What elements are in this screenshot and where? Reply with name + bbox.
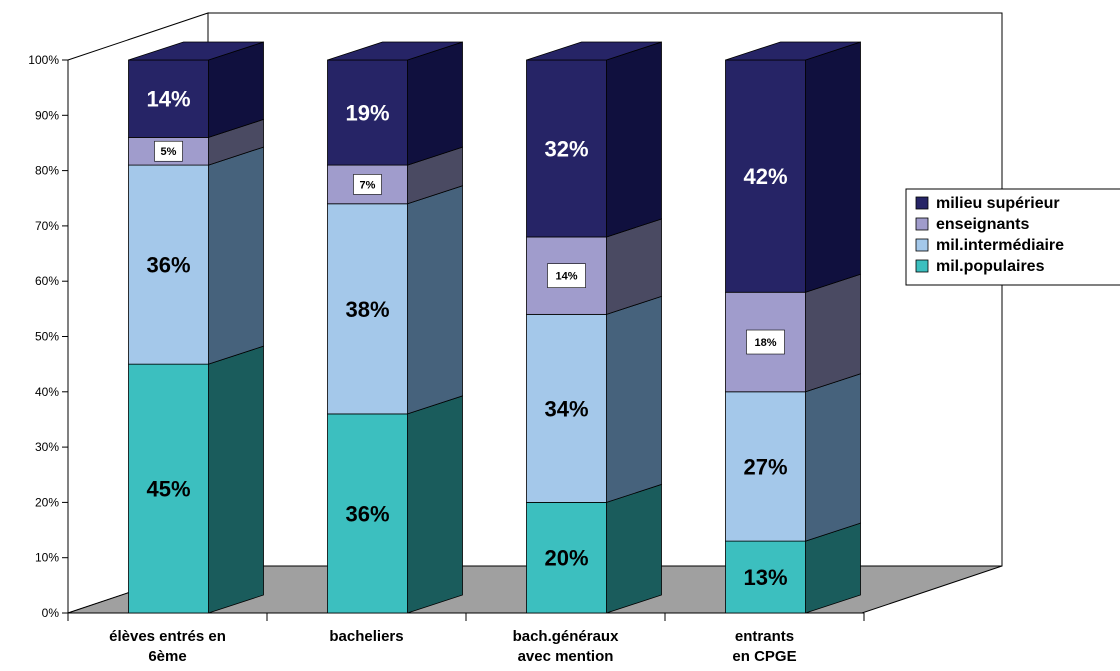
bar-side <box>606 295 662 503</box>
y-tick-label: 30% <box>35 440 59 454</box>
x-axis-labels: élèves entrés en 6ème bacheliers bach.génér… <box>109 628 796 665</box>
data-label: 42% <box>743 164 787 189</box>
legend-label: mil.populaires <box>936 258 1045 275</box>
data-label: 19% <box>345 101 389 126</box>
y-tick-label: 10% <box>35 551 59 565</box>
y-tick-label: 70% <box>35 219 59 233</box>
y-tick-label: 80% <box>35 164 59 178</box>
y-tick-label: 0% <box>42 606 60 620</box>
bar-segment <box>128 164 209 365</box>
bar-side <box>805 273 861 393</box>
bar-side <box>407 185 463 415</box>
y-tick-label: 90% <box>35 108 59 122</box>
bar-side <box>407 41 463 166</box>
legend-swatch <box>915 196 929 210</box>
bar-side <box>407 395 463 614</box>
legend-label: milieu supérieur <box>936 195 1060 212</box>
bar-side <box>606 483 662 614</box>
legend-box <box>905 188 1120 286</box>
bar-side <box>805 373 861 542</box>
bar-segment <box>128 363 209 614</box>
x-category-label: avec mention <box>518 648 614 665</box>
data-label: 36% <box>345 501 389 526</box>
data-label: 34% <box>544 396 588 421</box>
data-label-box <box>353 174 382 195</box>
bars: 45% 36% 5% 14% 36% 38% 7% 19% 20% 34% 14% 32% 13% 27%… <box>128 41 861 614</box>
bar-segment <box>526 313 607 503</box>
x-category-label: entrants <box>735 628 794 645</box>
y-tick-label: 40% <box>35 385 59 399</box>
bar-segment <box>526 501 607 614</box>
bar-segment <box>327 59 408 166</box>
data-label: 18% <box>754 337 776 349</box>
bar-segment <box>327 203 408 415</box>
bar-side <box>208 146 264 365</box>
bar-side <box>805 41 861 293</box>
bar-segment <box>725 540 806 614</box>
data-label: 32% <box>544 136 588 161</box>
data-label-box <box>154 140 183 162</box>
legend: milieu supérieur enseignants mil.intermédi… <box>905 188 1120 286</box>
bar-segment <box>526 59 607 238</box>
y-tick-label: 20% <box>35 495 59 509</box>
bar-side <box>208 345 264 614</box>
bar-segment <box>725 391 806 542</box>
legend-label: enseignants <box>936 216 1029 233</box>
bar-segment <box>725 59 806 293</box>
data-label: 14% <box>555 271 577 283</box>
data-label: 27% <box>743 454 787 479</box>
data-label: 45% <box>146 477 190 502</box>
data-label-box <box>547 263 586 288</box>
bar-segment <box>327 413 408 614</box>
data-label: 20% <box>544 546 588 571</box>
data-label-box <box>746 329 785 355</box>
legend-swatch <box>915 259 929 273</box>
y-tick-label: 60% <box>35 274 59 288</box>
bar-top <box>725 41 861 61</box>
x-category-label: 6ème <box>148 648 186 665</box>
data-label: 14% <box>146 87 190 112</box>
x-category-label: en CPGE <box>732 648 796 665</box>
y-tick-label: 100% <box>28 53 59 67</box>
legend-swatch <box>915 238 929 252</box>
legend-label: mil.intermédiaire <box>936 237 1064 254</box>
bar-top <box>327 41 463 61</box>
bar-side <box>606 41 662 238</box>
bar-top <box>526 41 662 61</box>
bar-top <box>128 41 264 61</box>
data-label: 13% <box>743 565 787 590</box>
data-label: 7% <box>360 179 376 191</box>
data-label: 36% <box>146 253 190 278</box>
x-category-label: élèves entrés en <box>109 628 226 645</box>
x-category-label: bacheliers <box>329 628 403 645</box>
y-tick-label: 50% <box>35 330 59 344</box>
data-label: 5% <box>161 146 177 158</box>
legend-swatch <box>915 217 929 231</box>
x-category-label: bach.généraux <box>513 628 620 645</box>
data-label: 38% <box>345 297 389 322</box>
